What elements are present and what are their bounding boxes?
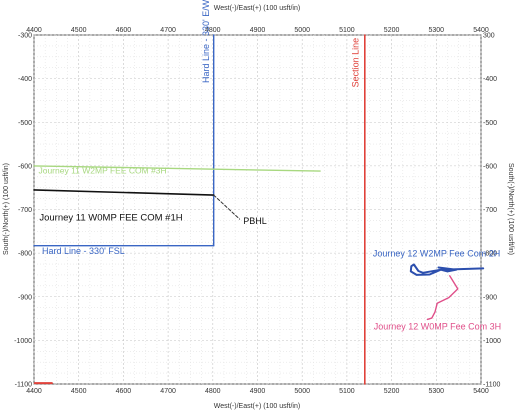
y-tick-label-right: -800 [483,251,497,258]
series-journey-12-w0mp [426,275,459,321]
y-tick-label-left: -900 [18,294,32,301]
x-tick-label-top: 4800 [205,27,221,34]
x-axis-title-top: West(-)/East(+) (100 usft/in) [214,5,300,12]
annotation-pbhl-label: PBHL [243,216,267,226]
y-tick-label-right: 300 [483,33,495,40]
y-tick-label-right: -1000 [483,338,501,345]
x-tick-label-top: 5300 [429,27,445,34]
x-tick-label-bottom: 4700 [160,388,176,395]
annotation-hard-line-fsl-label: Hard Line - 330' FSL [42,246,125,256]
y-tick-label-left: -800 [18,251,32,258]
x-tick-label-top: 4600 [116,27,132,34]
series-journey-12-w2mp [409,263,485,276]
annotation-journey-11-w0mp-label: Journey 11 W0MP FEE COM #1H [39,212,182,223]
annotation-journey-12-w2mp-label: Journey 12 W2MP Fee Com 2H [373,249,500,259]
annotation-section-line-label: Section Line [351,38,361,88]
x-tick-label-top: 4400 [26,27,42,34]
x-tick-label-top: 4700 [160,27,176,34]
x-tick-label-top: 5000 [294,27,310,34]
y-tick-label-right: -1100 [483,382,500,389]
y-tick-label-left: -1000 [14,338,32,345]
tick-labels: 4400 4400 4500 4500 4600 4600 4700 4700 4800 4800… [14,27,501,395]
annotations: Hard Line - 330' E/W Section Line Journey … [38,0,501,331]
x-tick-label-bottom: 4900 [250,388,266,395]
y-tick-label-left: -300 [18,33,32,40]
y-tick-label-right: -600 [483,163,497,170]
x-tick-label-bottom: 4800 [205,388,221,395]
y-tick-label-right: -500 [483,120,497,127]
y-tick-label-left: -600 [18,163,32,170]
series-pbhl-leader [213,194,241,220]
y-axis-title-right: South(-)/North(+) (100 usft/in) [507,163,514,255]
x-tick-label-bottom: 5300 [429,388,445,395]
grid-lines [33,34,482,385]
y-tick-label-right: -900 [483,294,497,301]
annotation-hard-line-ew-label: Hard Line - 330' E/W [201,0,211,83]
series-journey-11-w0mp [33,189,215,196]
y-tick-label-left: -500 [18,120,32,127]
x-tick-label-top: 5100 [339,27,355,34]
x-tick-label-bottom: 5200 [384,388,400,395]
x-tick-label-bottom: 5100 [339,388,355,395]
x-tick-label-bottom: 4500 [71,388,87,395]
y-tick-label-right: -400 [483,76,497,83]
x-tick-label-top: 4900 [250,27,266,34]
series-journey-11-w2mp [33,165,321,172]
y-tick-label-left: -700 [18,207,32,214]
x-tick-label-top: 4500 [71,27,87,34]
y-axis-title-left: South(-)/North(+) (100 usft/in) [3,163,10,255]
y-tick-label-left: -400 [18,76,32,83]
x-tick-label-bottom: 4600 [116,388,132,395]
annotation-journey-11-w2mp-label: Journey 11 W2MP FEE COM #3H [38,165,166,175]
x-tick-label-top: 5200 [384,27,400,34]
x-tick-label-bottom: 4400 [26,388,42,395]
x-tick-label-bottom: 5000 [294,388,310,395]
data-series [33,34,485,385]
x-tick-label-top: 5400 [473,27,489,34]
y-tick-label-right: -700 [483,207,497,214]
y-tick-label-left: -1100 [15,382,32,389]
x-axis-title-bottom: West(-)/East(+) (100 usft/in) [214,403,300,410]
x-tick-label-bottom: 5400 [473,388,489,395]
annotation-journey-12-w0mp-label: Journey 12 W0MP Fee Com 3H [374,321,501,331]
